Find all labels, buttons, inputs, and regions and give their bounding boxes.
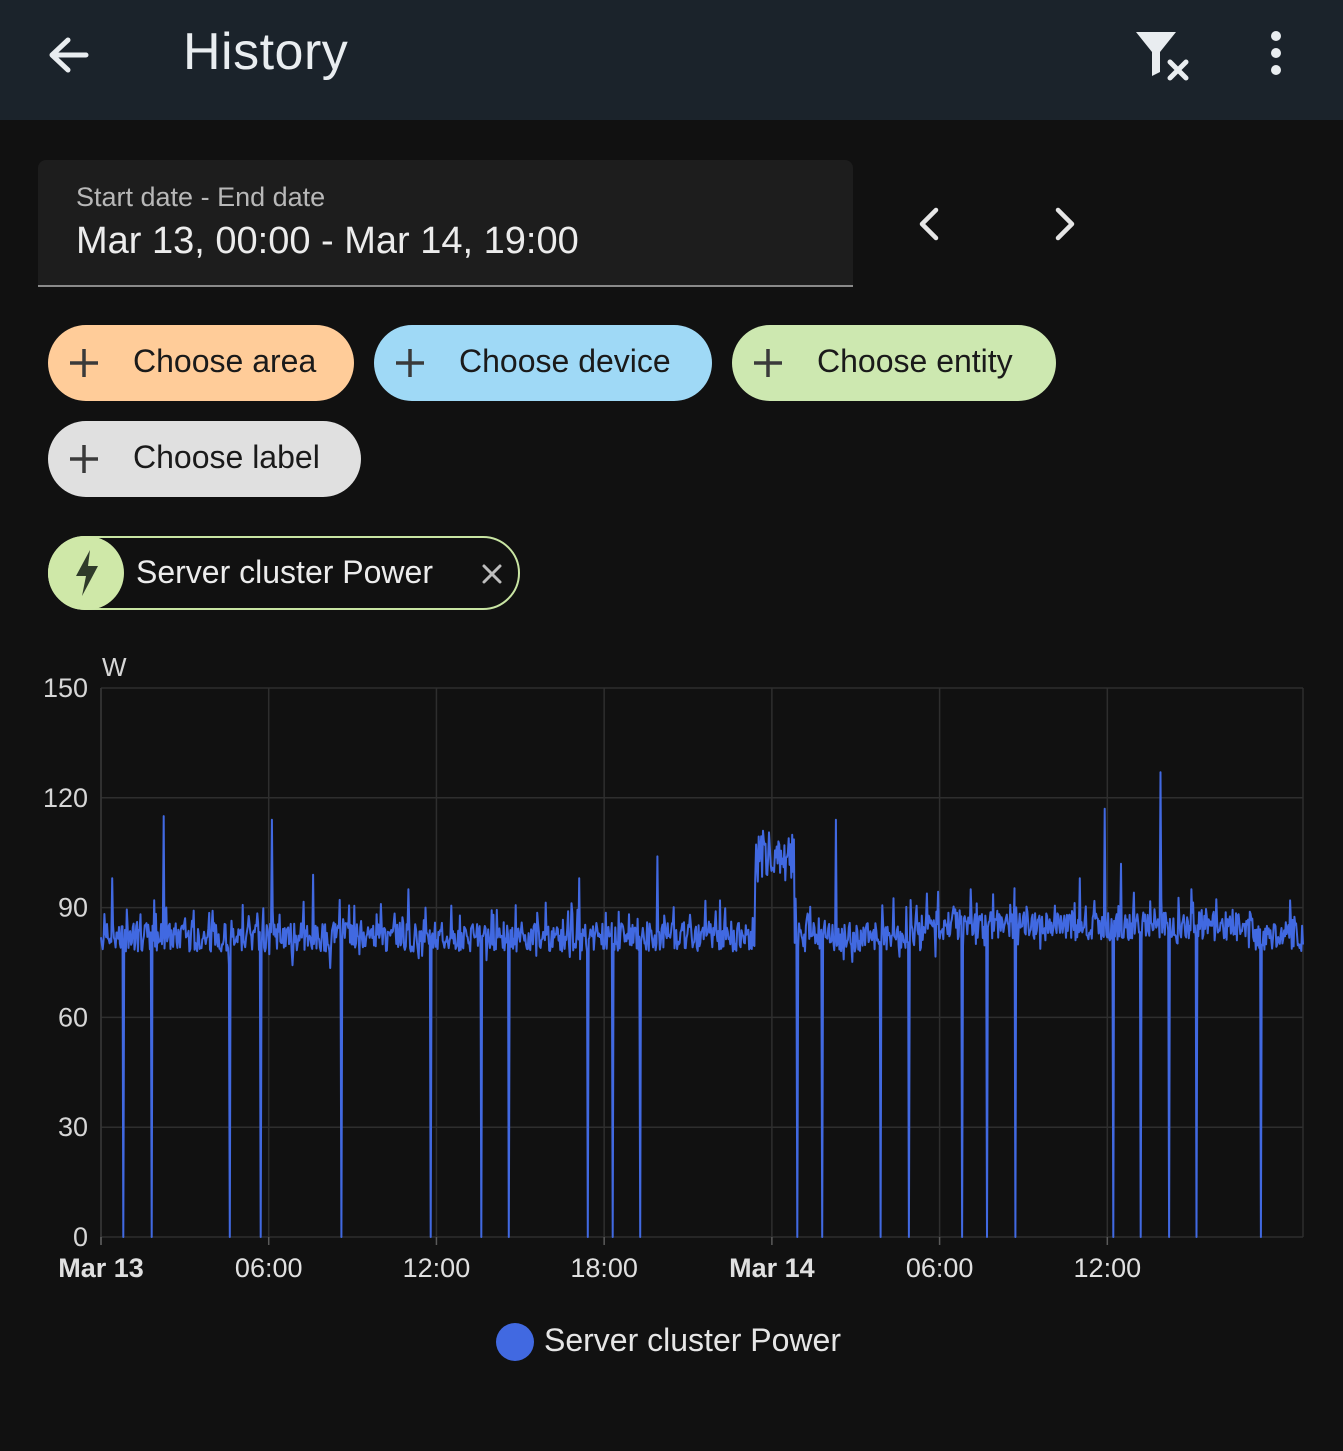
choose-device-chip[interactable]: Choose device	[374, 325, 712, 401]
date-range-label: Start date - End date	[76, 182, 326, 212]
overflow-menu-button[interactable]	[1256, 30, 1296, 80]
date-range-field[interactable]: Start date - End date Mar 13, 00:00 - Ma…	[38, 160, 853, 287]
y-tick-label: 0	[73, 1222, 88, 1252]
choose-area-chip[interactable]: Choose area	[48, 325, 354, 401]
selected-entity-chip[interactable]: Server cluster Power	[48, 536, 520, 610]
dots-vertical-icon	[1271, 31, 1281, 75]
arrow-left-icon	[49, 37, 89, 73]
y-axis-ticks: 0 30 60 90 120 150	[43, 673, 88, 1252]
x-tick-label: 06:00	[906, 1253, 974, 1283]
legend-color-swatch	[496, 1323, 534, 1361]
series-line-server-cluster-power[interactable]	[100, 771, 1304, 1238]
y-axis-unit: W	[102, 652, 127, 682]
y-tick-label: 90	[58, 893, 88, 923]
page-title: History	[183, 23, 349, 81]
y-tick-label: 30	[58, 1112, 88, 1142]
top-app-bar: History	[0, 0, 1343, 120]
x-tick-label: 06:00	[235, 1253, 303, 1283]
back-button[interactable]	[40, 28, 96, 84]
chart-grid	[100, 687, 1304, 1245]
chevron-right-icon	[1055, 207, 1075, 241]
close-icon[interactable]	[478, 560, 506, 588]
y-tick-label: 60	[58, 1002, 88, 1032]
choose-device-label: Choose device	[459, 343, 671, 379]
plus-icon	[396, 349, 424, 377]
plus-icon	[70, 349, 98, 377]
choose-entity-chip[interactable]: Choose entity	[732, 325, 1056, 401]
legend-label: Server cluster Power	[544, 1322, 841, 1358]
x-tick-label: Mar 14	[729, 1253, 815, 1283]
x-tick-label: Mar 13	[58, 1253, 144, 1283]
lightning-bolt-icon	[76, 550, 98, 596]
chevron-left-icon	[919, 207, 939, 241]
x-tick-label: 12:00	[403, 1253, 471, 1283]
selected-entity-label: Server cluster Power	[136, 554, 433, 590]
next-period-button[interactable]	[1036, 196, 1092, 252]
clear-filters-button[interactable]	[1132, 28, 1192, 84]
choose-label-chip[interactable]: Choose label	[48, 421, 361, 497]
y-tick-label: 120	[43, 783, 88, 813]
plus-icon	[70, 445, 98, 473]
plus-icon	[754, 349, 782, 377]
choose-label-label: Choose label	[133, 439, 320, 475]
date-range-value: Mar 13, 00:00 - Mar 14, 19:00	[76, 220, 579, 262]
filter-remove-icon	[1136, 32, 1189, 81]
previous-period-button[interactable]	[902, 196, 958, 252]
x-tick-label: 12:00	[1074, 1253, 1142, 1283]
y-tick-label: 150	[43, 673, 88, 703]
choose-entity-label: Choose entity	[817, 343, 1013, 379]
x-axis-ticks: Mar 13 06:00 12:00 18:00 Mar 14 06:00 12:00	[58, 1237, 1141, 1283]
entity-avatar	[48, 536, 124, 610]
x-tick-label: 18:00	[570, 1253, 638, 1283]
choose-area-label: Choose area	[133, 343, 317, 379]
